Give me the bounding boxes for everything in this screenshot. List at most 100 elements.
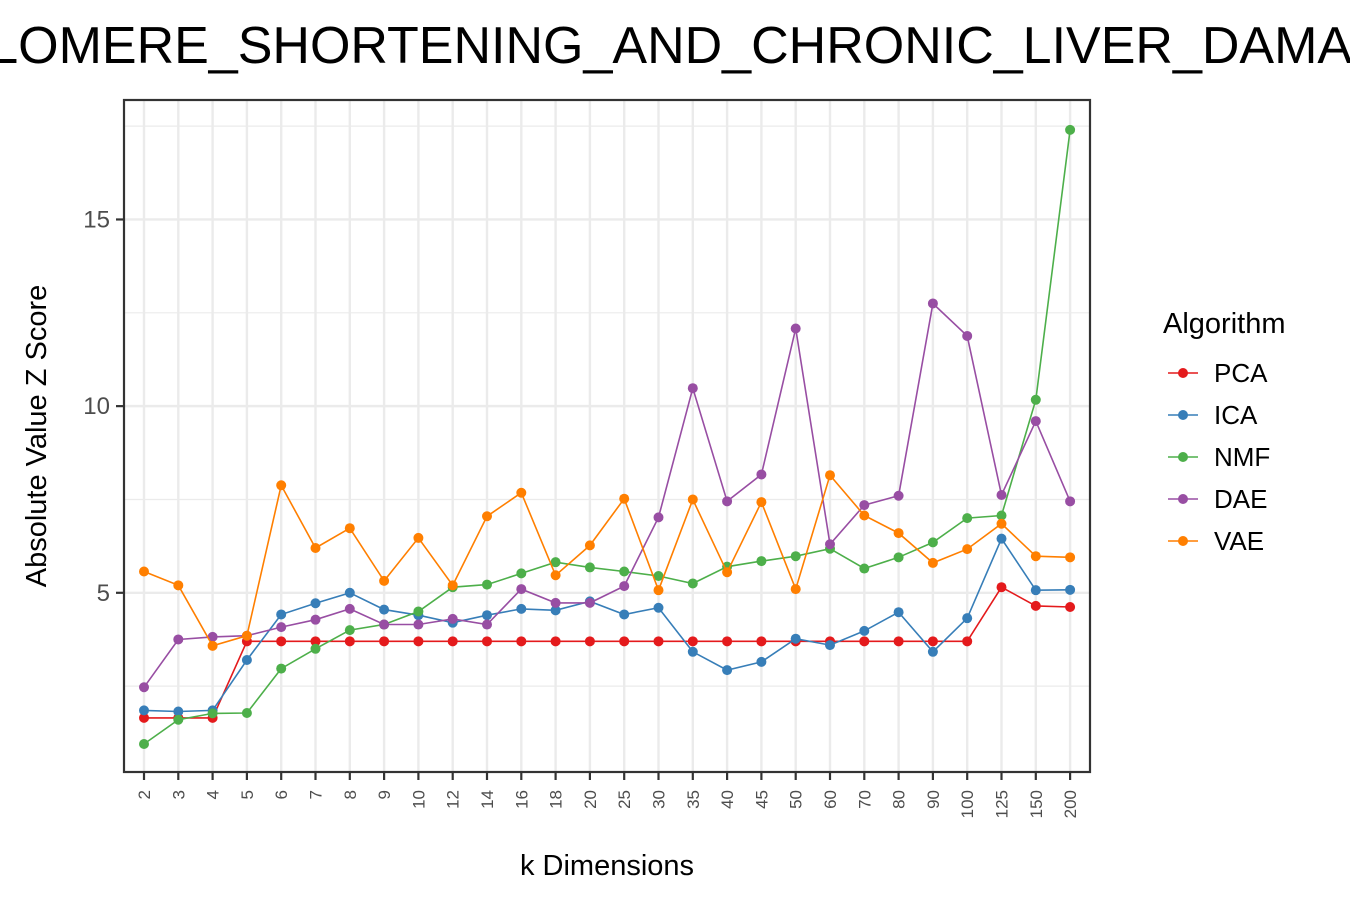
data-point-vae <box>516 487 527 498</box>
data-point-dae <box>584 597 595 608</box>
data-point-dae <box>207 631 218 642</box>
x-tick-label: 12 <box>444 790 463 809</box>
data-point-dae <box>825 539 835 550</box>
data-point-vae <box>962 544 973 555</box>
x-tick-label: 100 <box>958 790 977 818</box>
data-point-nmf <box>756 556 767 567</box>
data-point-dae <box>893 490 904 501</box>
legend-label-vae: VAE <box>1214 526 1264 556</box>
legend-label-pca: PCA <box>1214 358 1268 388</box>
x-tick-label: 70 <box>855 790 874 809</box>
data-point-nmf <box>516 568 527 579</box>
x-tick-label: 20 <box>581 790 600 809</box>
x-tick-label: 6 <box>272 790 291 799</box>
data-point-dae <box>756 469 767 480</box>
data-point-pca <box>276 636 287 647</box>
x-tick-label: 18 <box>547 790 566 809</box>
data-point-ica <box>996 533 1007 544</box>
legend-label-ica: ICA <box>1214 400 1258 430</box>
data-point-ica <box>344 587 355 598</box>
data-point-vae <box>1065 552 1076 563</box>
data-point-pca <box>619 636 630 647</box>
data-point-nmf <box>344 625 355 636</box>
data-point-nmf <box>996 510 1007 521</box>
y-tick-label: 15 <box>83 206 110 233</box>
data-point-ica <box>859 625 870 636</box>
data-point-vae <box>413 532 424 543</box>
data-point-pca <box>447 636 458 647</box>
data-point-dae <box>276 622 287 633</box>
data-point-nmf <box>241 708 252 719</box>
series-dae <box>139 298 1076 693</box>
data-point-vae <box>344 523 355 534</box>
data-point-nmf <box>859 563 870 574</box>
data-point-ica <box>825 640 835 651</box>
data-point-dae <box>1065 496 1076 507</box>
data-point-dae <box>344 603 355 614</box>
data-point-pca <box>996 582 1007 593</box>
data-point-pca <box>927 636 938 647</box>
data-point-ica <box>962 613 973 624</box>
data-point-vae <box>447 580 458 591</box>
data-point-pca <box>859 636 870 647</box>
legend: Algorithm PCA ICA NMF DAE VAE <box>1163 308 1286 556</box>
data-point-vae <box>139 566 149 577</box>
data-point-nmf <box>893 552 904 563</box>
data-point-pca <box>687 636 698 647</box>
data-point-ica <box>241 655 252 665</box>
data-point-ica <box>619 609 630 620</box>
data-point-pca <box>756 636 767 647</box>
series-line-nmf <box>143 129 1071 745</box>
data-point-nmf <box>927 537 938 548</box>
x-tick-label: 16 <box>512 790 531 809</box>
data-point-dae <box>550 597 561 608</box>
x-tick-label: 45 <box>752 790 771 809</box>
data-point-dae <box>859 500 870 511</box>
data-point-dae <box>173 634 184 645</box>
data-point-ica <box>1065 584 1076 595</box>
x-tick-label: 150 <box>1027 790 1046 818</box>
plot-panel-border <box>122 98 1092 774</box>
legend-key-point-nmf <box>1178 452 1188 462</box>
data-point-vae <box>550 570 561 581</box>
data-point-dae <box>310 614 321 625</box>
data-point-nmf <box>619 566 630 577</box>
series-line-ica <box>143 537 1071 713</box>
data-point-vae <box>790 584 801 595</box>
x-tick-label: 14 <box>478 790 497 809</box>
data-point-vae <box>276 480 287 491</box>
data-point-pca <box>379 636 390 647</box>
data-point-pca <box>722 636 733 647</box>
x-tick-label: 30 <box>650 790 669 809</box>
data-point-nmf <box>207 708 218 719</box>
data-point-vae <box>825 470 835 481</box>
data-point-dae <box>379 619 390 630</box>
data-point-vae <box>207 640 218 651</box>
x-tick-label: 4 <box>204 790 223 799</box>
data-point-pca <box>344 636 355 647</box>
x-tick-label: 35 <box>684 790 703 809</box>
data-point-nmf <box>790 551 801 562</box>
x-tick-label: 200 <box>1061 790 1080 818</box>
data-point-vae <box>927 557 938 568</box>
data-point-ica <box>482 610 492 621</box>
data-point-vae <box>310 543 321 553</box>
x-tick-label: 90 <box>924 790 943 809</box>
data-point-dae <box>1030 416 1041 427</box>
legend-key-point-vae <box>1178 536 1188 546</box>
data-point-pca <box>516 636 527 647</box>
data-point-vae <box>722 567 733 578</box>
data-point-dae <box>996 489 1007 500</box>
x-axis: 2 3 4 5 6 7 8 9 10 12 14 16 18 20 25 30 35 40 45 50 60 70 80 90… <box>135 772 1080 818</box>
data-point-pca <box>1065 601 1076 612</box>
series-ica <box>139 533 1076 717</box>
data-point-nmf <box>173 714 184 725</box>
data-point-ica <box>550 605 561 616</box>
data-point-ica <box>790 633 801 644</box>
data-point-ica <box>173 706 184 717</box>
data-point-pca <box>584 636 595 647</box>
data-point-pca <box>653 636 664 647</box>
data-point-pca <box>310 636 321 647</box>
data-point-nmf <box>687 578 698 589</box>
